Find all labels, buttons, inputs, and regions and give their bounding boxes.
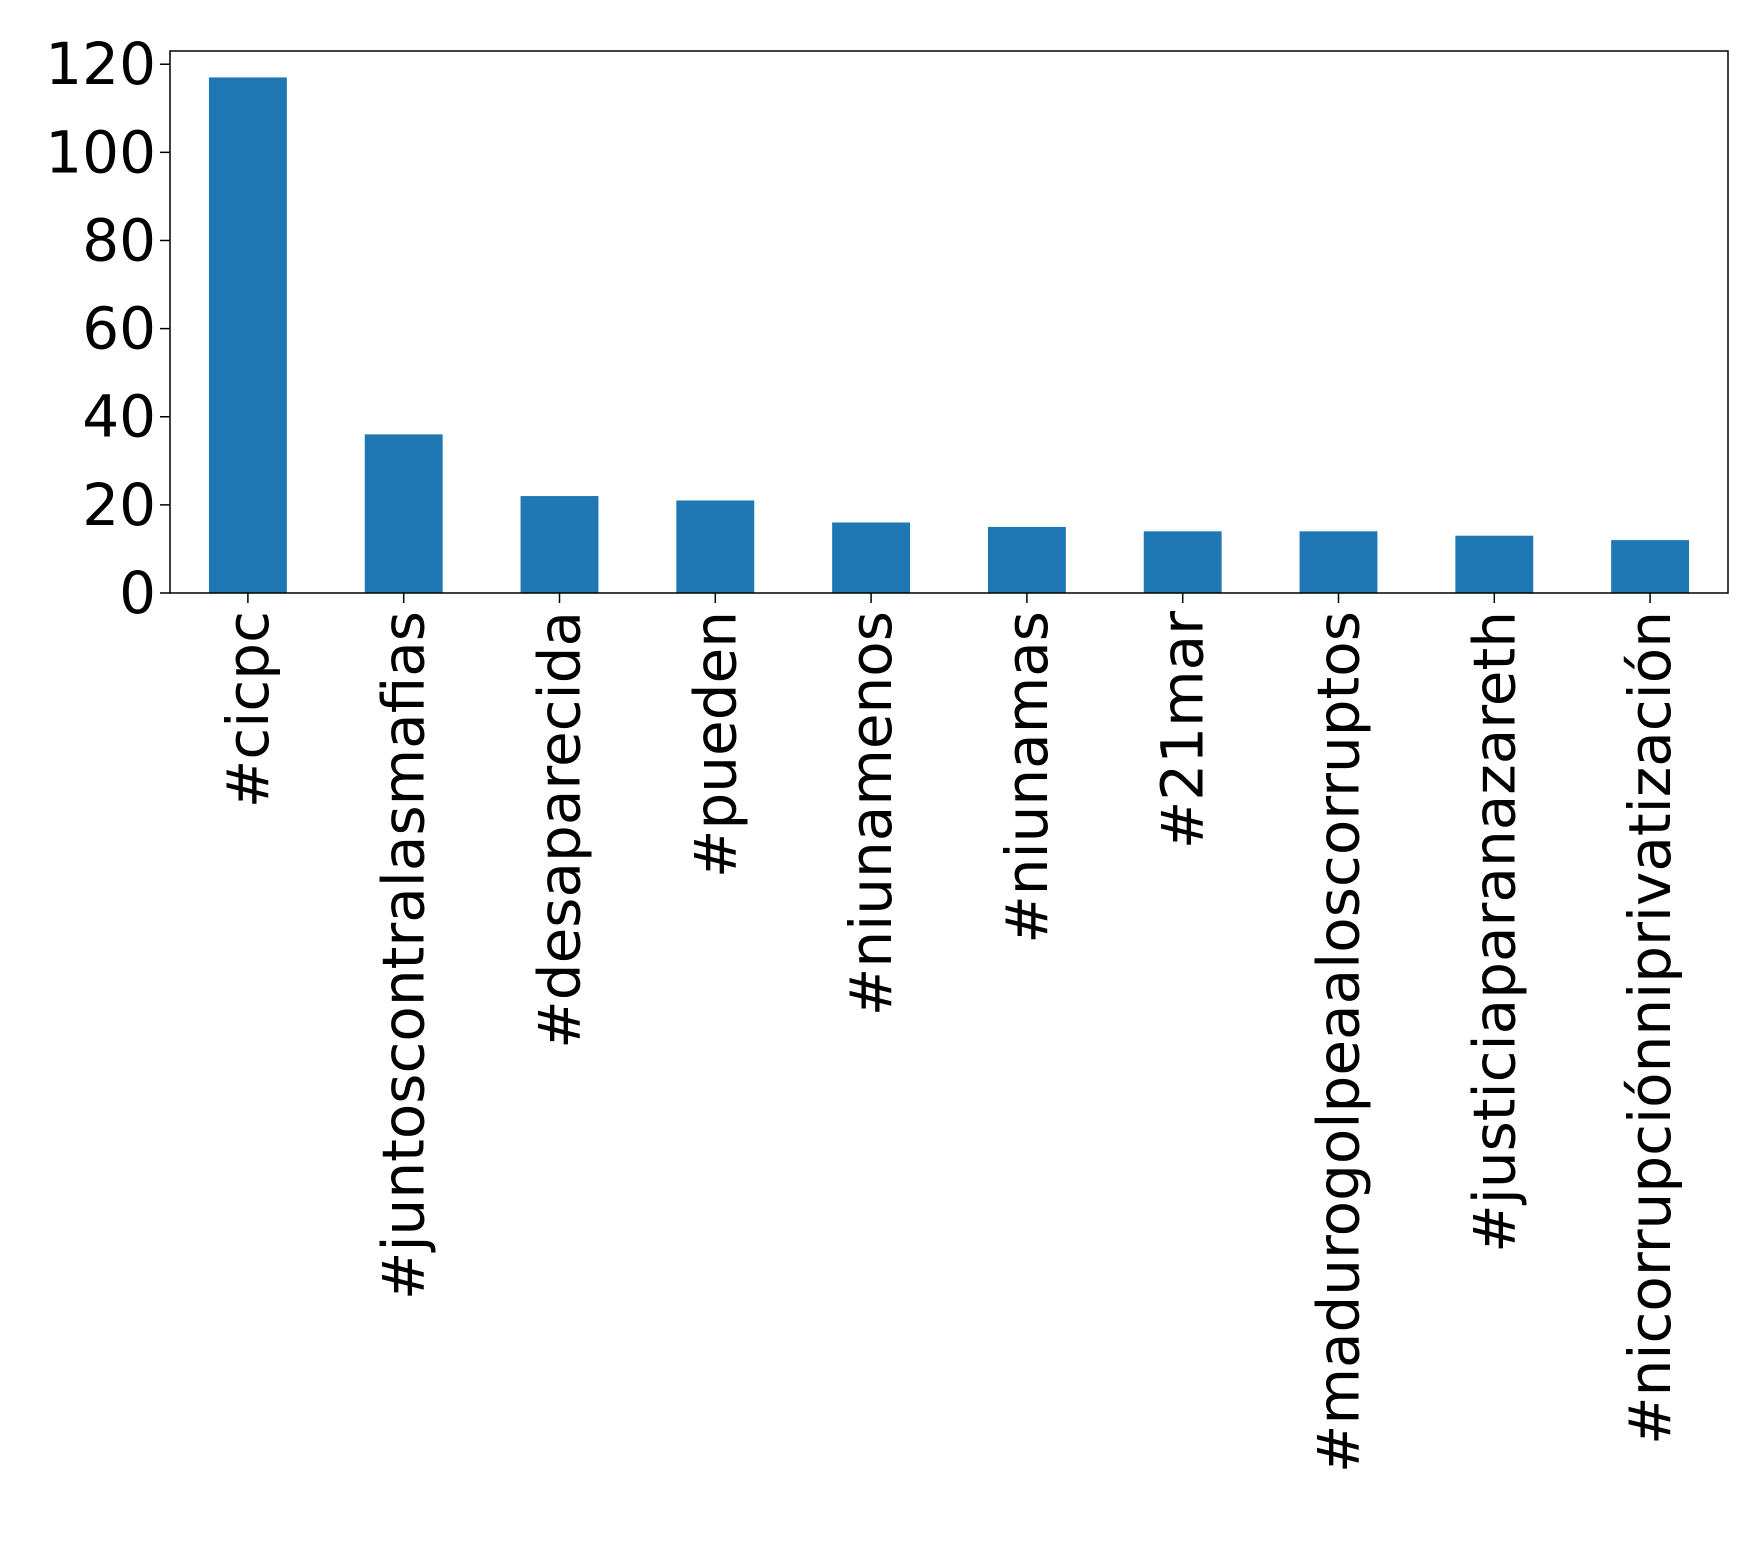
bar-1	[364, 434, 443, 593]
x-tick-label-3: #pueden	[681, 611, 749, 878]
x-axis: #cicpc #juntoscontralasmafias #desaparecid…	[214, 593, 1684, 1473]
y-tick-label-2: 40	[82, 383, 156, 451]
bar-5	[987, 526, 1066, 593]
x-tick-label-4: #niunamenos	[837, 611, 905, 1016]
bars-group	[208, 77, 1690, 593]
y-tick-label-5: 100	[45, 118, 156, 186]
x-tick-label-8: #justiciaparanazareth	[1460, 611, 1528, 1253]
x-tick-label-2: #desaparecida	[526, 611, 594, 1049]
bar-8	[1455, 535, 1534, 593]
bar-3	[676, 500, 755, 593]
x-tick-label-5: #niunamas	[993, 611, 1061, 944]
bar-2	[520, 496, 599, 593]
bar-0	[208, 77, 287, 593]
y-tick-label-6: 120	[45, 30, 156, 98]
y-tick-label-4: 80	[82, 206, 156, 274]
x-tick-label-1: #juntoscontralasmafias	[370, 611, 438, 1300]
y-tick-label-3: 60	[82, 295, 156, 363]
y-axis: 0 20 40 60 80 100 120	[45, 30, 170, 627]
x-tick-label-7: #madurogolpeaaloscorruptos	[1305, 611, 1373, 1473]
x-tick-label-0: #cicpc	[214, 611, 282, 808]
bar-6	[1143, 531, 1222, 593]
y-tick-label-0: 0	[119, 559, 156, 627]
bar-7	[1299, 531, 1378, 593]
bar-4	[832, 522, 911, 593]
y-tick-label-1: 20	[82, 471, 156, 539]
x-tick-label-9: #nicorrupciónniprivatización	[1616, 611, 1684, 1445]
x-tick-label-6: #21mar	[1149, 611, 1217, 849]
plot-frame	[169, 50, 1729, 594]
bar-9	[1611, 540, 1690, 593]
